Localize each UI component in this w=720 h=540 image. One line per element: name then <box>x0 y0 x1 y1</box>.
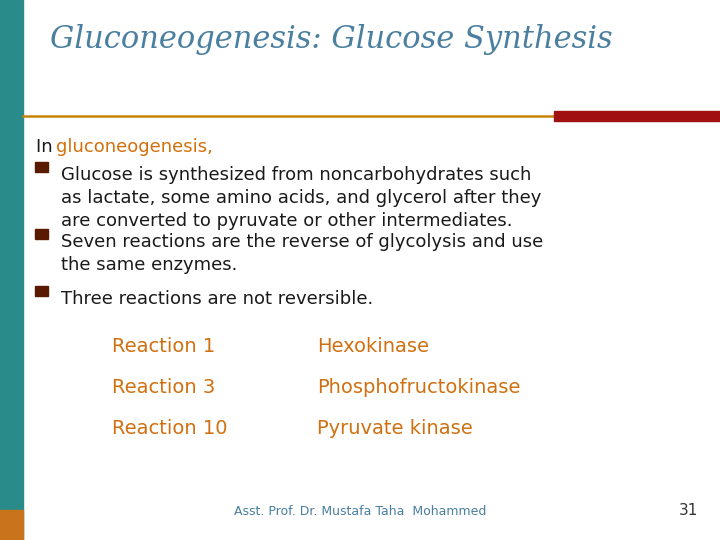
Text: Pyruvate kinase: Pyruvate kinase <box>317 418 472 437</box>
Text: Gluconeogenesis: Glucose Synthesis: Gluconeogenesis: Glucose Synthesis <box>50 24 613 55</box>
Bar <box>0 0 23 540</box>
Bar <box>35 162 48 172</box>
Bar <box>35 230 48 239</box>
Text: Reaction 10: Reaction 10 <box>112 418 227 437</box>
Bar <box>554 111 720 121</box>
Text: Phosphofructokinase: Phosphofructokinase <box>317 378 520 397</box>
Text: Seven reactions are the reverse of glycolysis and use
the same enzymes.: Seven reactions are the reverse of glyco… <box>61 233 544 274</box>
Text: Reaction 3: Reaction 3 <box>112 378 215 397</box>
Bar <box>0 510 23 540</box>
Text: Glucose is synthesized from noncarbohydrates such
as lactate, some amino acids, : Glucose is synthesized from noncarbohydr… <box>61 166 541 230</box>
Text: gluconeogenesis,: gluconeogenesis, <box>56 138 213 156</box>
Text: Reaction 1: Reaction 1 <box>112 338 215 356</box>
Text: Hexokinase: Hexokinase <box>317 338 429 356</box>
Bar <box>35 286 48 296</box>
Text: Three reactions are not reversible.: Three reactions are not reversible. <box>61 290 374 308</box>
Text: 31: 31 <box>679 503 698 518</box>
Text: Asst. Prof. Dr. Mustafa Taha  Mohammed: Asst. Prof. Dr. Mustafa Taha Mohammed <box>234 505 486 518</box>
Text: In: In <box>36 138 58 156</box>
